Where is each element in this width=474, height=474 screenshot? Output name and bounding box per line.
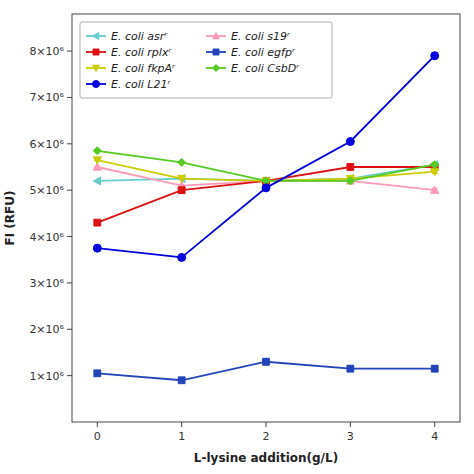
data-point	[431, 52, 439, 60]
y-tick	[67, 329, 72, 330]
data-point	[263, 178, 270, 185]
error-bar	[432, 366, 438, 372]
x-tick-label: 0	[94, 430, 101, 443]
legend: E. coli asrʳ E. coli s19ʳ E. coli rplxʳ E. …	[80, 22, 332, 98]
y-tick	[67, 51, 72, 52]
chart: 0 1 2 3 4 1×10⁶ 2×10⁶ 3×10⁶ 4×10⁶ 5×10⁶ 6×10⁶ 7×10⁶…	[0, 0, 474, 474]
data-point	[93, 244, 101, 252]
data-point	[178, 158, 186, 166]
legend-item: E. coli asrʳ	[86, 30, 168, 43]
data-point	[262, 184, 270, 192]
y-tick-label: 2×10⁶	[29, 323, 64, 336]
legend-label: E. coli L21ʳ	[111, 78, 171, 91]
y-tick	[67, 97, 72, 98]
data-point	[347, 365, 354, 372]
legend-swatch-marker	[93, 33, 99, 40]
series	[93, 147, 438, 185]
legend-swatch-marker	[93, 65, 100, 71]
y-tick-label: 7×10⁶	[29, 91, 64, 104]
data-point	[94, 370, 101, 377]
data-point	[178, 175, 185, 183]
y-tick-label: 5×10⁶	[29, 184, 64, 197]
data-point	[431, 161, 439, 169]
data-area	[93, 52, 438, 384]
y-tick	[67, 143, 72, 144]
data-point	[346, 177, 354, 185]
legend-swatch-marker	[213, 49, 219, 55]
y-tick-label: 3×10⁶	[29, 277, 64, 290]
legend-swatch-marker	[213, 33, 220, 39]
data-point	[431, 186, 439, 193]
x-tick-label: 3	[347, 430, 354, 443]
legend-item: E. coli L21ʳ	[86, 78, 171, 91]
data-point	[346, 138, 354, 146]
data-point	[347, 164, 354, 171]
series	[94, 164, 438, 226]
legend-swatch-marker	[93, 49, 99, 55]
y-tick	[67, 190, 72, 191]
x-tick	[181, 422, 182, 427]
legend-label: E. coli rplxʳ	[111, 46, 172, 59]
x-axis-label: L-lysine addition(g/L)	[194, 451, 338, 465]
data-point	[178, 187, 185, 194]
data-point	[93, 157, 101, 164]
data-point	[178, 377, 185, 384]
y-tick-label: 1×10⁶	[29, 370, 64, 383]
y-tick-label: 6×10⁶	[29, 138, 64, 151]
legend-box	[80, 22, 332, 98]
error-bar	[263, 358, 269, 364]
legend-swatch-marker	[213, 65, 220, 72]
background	[0, 0, 474, 474]
x-tick-label: 2	[263, 430, 270, 443]
y-tick	[67, 236, 72, 237]
y-axis-label: FI (RFU)	[3, 191, 17, 246]
x-tick	[350, 422, 351, 427]
legend-item: E. coli s19ʳ	[206, 30, 291, 43]
y-tick-label: 4×10⁶	[29, 231, 64, 244]
axes: 0 1 2 3 4 1×10⁶ 2×10⁶ 3×10⁶ 4×10⁶ 5×10⁶ 6×10⁶ 7×10⁶…	[29, 45, 438, 443]
legend-label: E. coli asrʳ	[111, 30, 168, 43]
legend-label: E. coli egfpʳ	[231, 46, 296, 59]
y-tick-label: 8×10⁶	[29, 45, 64, 58]
legend-item: E. coli CsbDʳ	[206, 62, 300, 75]
y-tick	[67, 282, 72, 283]
legend-label: E. coli s19ʳ	[231, 30, 291, 43]
data-point	[262, 177, 270, 184]
legend-swatch-marker	[93, 81, 100, 88]
data-point	[93, 177, 100, 185]
data-point	[178, 175, 186, 182]
legend-label: E. coli CsbDʳ	[231, 62, 300, 75]
x-tick	[97, 422, 98, 427]
data-point	[431, 365, 438, 372]
data-point	[94, 219, 101, 226]
y-tick	[67, 375, 72, 376]
legend-label: E. coli fkpAʳ	[111, 62, 176, 75]
data-point	[178, 253, 186, 261]
legend-item: E. coli fkpAʳ	[86, 62, 176, 75]
x-tick	[434, 422, 435, 427]
data-point	[263, 358, 270, 365]
series	[94, 358, 438, 383]
error-bar	[347, 366, 353, 372]
legend-item: E. coli egfpʳ	[206, 46, 296, 59]
data-point	[431, 168, 439, 175]
legend-item: E. coli rplxʳ	[86, 46, 172, 59]
data-point	[93, 147, 101, 155]
x-tick-label: 4	[431, 430, 438, 443]
x-tick-label: 1	[178, 430, 185, 443]
x-tick	[266, 422, 267, 427]
series	[93, 161, 438, 185]
series	[93, 157, 438, 185]
plot-frame	[72, 14, 460, 422]
